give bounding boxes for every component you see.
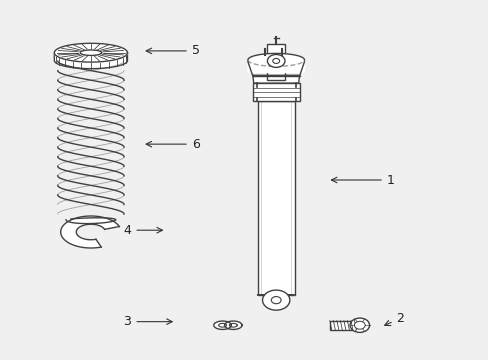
Circle shape	[262, 290, 289, 310]
Circle shape	[354, 321, 365, 329]
Circle shape	[272, 58, 279, 63]
Text: 5: 5	[146, 44, 199, 57]
Polygon shape	[54, 43, 127, 62]
Polygon shape	[224, 321, 242, 329]
Polygon shape	[54, 53, 127, 69]
Text: 6: 6	[146, 138, 199, 150]
FancyBboxPatch shape	[252, 83, 299, 101]
Polygon shape	[247, 53, 304, 72]
Text: 4: 4	[123, 224, 162, 237]
Circle shape	[349, 318, 369, 332]
Polygon shape	[80, 50, 102, 55]
Text: 3: 3	[123, 315, 172, 328]
Circle shape	[271, 297, 281, 304]
FancyBboxPatch shape	[267, 44, 285, 80]
Polygon shape	[213, 321, 231, 329]
Text: 2: 2	[384, 311, 404, 325]
FancyBboxPatch shape	[257, 101, 294, 295]
Polygon shape	[61, 216, 119, 248]
FancyBboxPatch shape	[329, 320, 358, 330]
Polygon shape	[252, 75, 299, 83]
Circle shape	[267, 54, 285, 67]
Text: 1: 1	[331, 174, 394, 186]
